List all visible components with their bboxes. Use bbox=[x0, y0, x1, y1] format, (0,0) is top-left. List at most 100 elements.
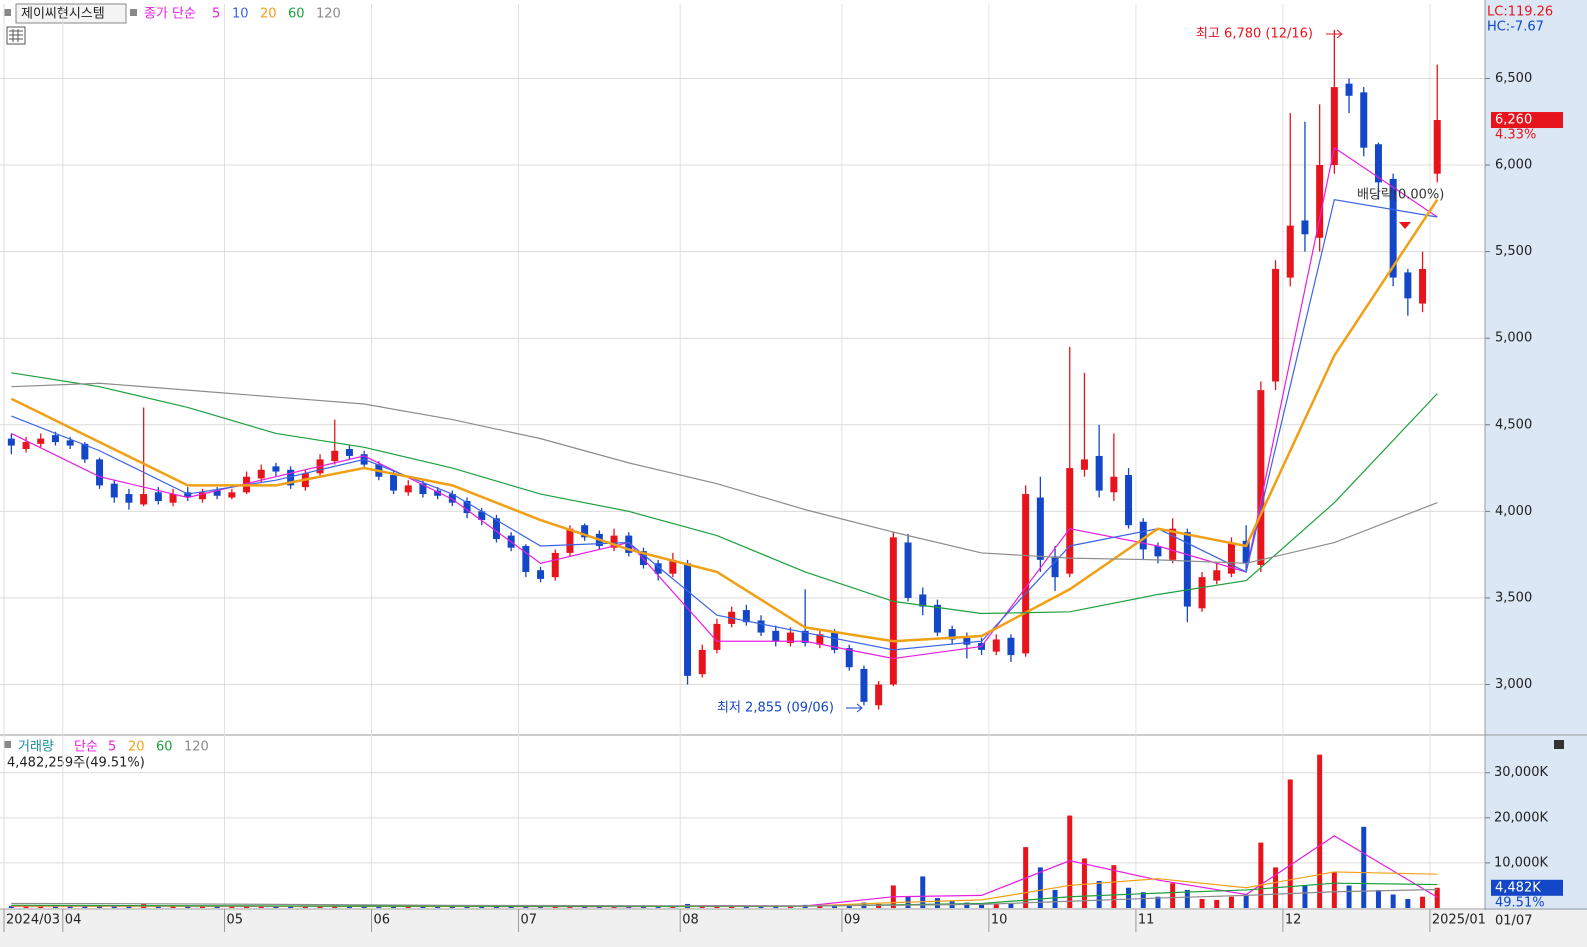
x-tick-label: 05 bbox=[227, 913, 244, 928]
candle-body bbox=[1316, 165, 1324, 238]
x-tick-label: 04 bbox=[65, 913, 82, 928]
icon[interactable] bbox=[4, 9, 11, 16]
legend-entry: 120 bbox=[316, 7, 341, 22]
candle-body bbox=[1125, 474, 1133, 526]
y-tick-label: 10,000K bbox=[1494, 855, 1548, 870]
x-tick-label: 2024/03 bbox=[6, 913, 60, 928]
last-price: 6,260 bbox=[1495, 113, 1532, 128]
volume-bar bbox=[934, 898, 940, 908]
annotation-dividend: 배당락(0.00%) bbox=[1357, 188, 1444, 203]
legend-entry: 20 bbox=[128, 740, 145, 755]
volume-bar bbox=[420, 906, 426, 908]
candle-body bbox=[7, 438, 15, 446]
candle-body bbox=[625, 535, 633, 553]
candle-body bbox=[198, 492, 206, 500]
x-tick-label: 2025/01 bbox=[1432, 913, 1486, 928]
candle-body bbox=[1257, 390, 1265, 566]
candle-body bbox=[1198, 577, 1206, 609]
hc-label: HC:-7.67 bbox=[1487, 20, 1544, 35]
candle-body bbox=[184, 492, 192, 498]
volume-bar bbox=[1096, 880, 1102, 908]
icon[interactable] bbox=[4, 741, 11, 748]
volume-bar bbox=[1287, 779, 1293, 908]
candle-body bbox=[581, 525, 589, 538]
volume-bar bbox=[23, 906, 29, 908]
volume-bar bbox=[1302, 885, 1308, 908]
close-button[interactable] bbox=[1554, 740, 1564, 749]
volume-bar bbox=[1434, 887, 1440, 908]
volume-bar bbox=[214, 906, 220, 908]
candle-body bbox=[492, 518, 500, 540]
candle-body bbox=[669, 559, 677, 574]
candle-body bbox=[169, 494, 177, 503]
volume-bar bbox=[1390, 894, 1396, 908]
volume-bar bbox=[538, 906, 544, 908]
icon[interactable] bbox=[130, 9, 137, 16]
x-tick-label: 09 bbox=[844, 913, 861, 928]
candle-body bbox=[948, 629, 956, 640]
candle-body bbox=[551, 552, 559, 578]
candle-body bbox=[1374, 144, 1382, 183]
volume-bar bbox=[1170, 883, 1176, 908]
volume-bar bbox=[1067, 815, 1073, 908]
candle-body bbox=[1095, 455, 1103, 491]
volume-bar bbox=[67, 906, 73, 908]
candle-body bbox=[742, 610, 750, 623]
volume-bar bbox=[1405, 898, 1411, 908]
candle-body bbox=[51, 435, 59, 443]
y-tick-label: 30,000K bbox=[1494, 765, 1548, 780]
candle-body bbox=[1404, 272, 1412, 299]
volume-bar bbox=[1258, 842, 1264, 908]
candle-body bbox=[1227, 542, 1235, 574]
candle-body bbox=[37, 438, 45, 444]
ma-line bbox=[11, 372, 1438, 615]
volume-bar bbox=[611, 906, 617, 908]
volume-bar bbox=[126, 906, 132, 908]
dividend-marker bbox=[1399, 222, 1411, 229]
volume-bar bbox=[1111, 865, 1117, 908]
volume-bar bbox=[258, 906, 264, 908]
volume-bar bbox=[317, 906, 323, 908]
volume-bar bbox=[493, 906, 499, 908]
volume-bar bbox=[596, 906, 602, 908]
volume-bar bbox=[729, 905, 735, 908]
legend-entry: 120 bbox=[184, 740, 209, 755]
candle-body bbox=[610, 535, 618, 548]
candle-body bbox=[1051, 556, 1059, 578]
x-tick-label: 07 bbox=[521, 913, 538, 928]
arrow bbox=[846, 703, 863, 713]
volume-bar bbox=[52, 906, 58, 908]
candle-body bbox=[1345, 83, 1353, 96]
volume-bar bbox=[449, 906, 455, 908]
y-tick-label: 3,000 bbox=[1495, 677, 1532, 692]
candle-body bbox=[390, 474, 398, 491]
ma-line bbox=[11, 146, 1438, 660]
last-price-box bbox=[1491, 112, 1563, 129]
volume-bar bbox=[1155, 896, 1161, 908]
last-date: 01/07 bbox=[1495, 914, 1532, 929]
legend-entry: 5 bbox=[212, 7, 220, 22]
volume-bar bbox=[8, 906, 14, 908]
candle-body bbox=[213, 490, 221, 496]
candle-body bbox=[331, 450, 339, 462]
name-box[interactable] bbox=[15, 3, 127, 24]
candle-body bbox=[448, 494, 456, 503]
legend-entry: 60 bbox=[156, 740, 173, 755]
volume-bar bbox=[773, 906, 779, 908]
volume-bar bbox=[464, 906, 470, 908]
lc-label: LC:119.26 bbox=[1487, 5, 1553, 20]
candle-body bbox=[434, 490, 442, 496]
candle-body bbox=[1066, 468, 1074, 574]
x-tick-label: 08 bbox=[682, 913, 699, 928]
candle-body bbox=[860, 668, 868, 702]
x-tick-label: 12 bbox=[1285, 913, 1302, 928]
volume-bar bbox=[361, 906, 367, 908]
volume-bar bbox=[273, 906, 279, 908]
volume-bar bbox=[758, 906, 764, 908]
candle-body bbox=[933, 604, 941, 633]
candle-body bbox=[110, 483, 118, 498]
legend-entry: 5 bbox=[108, 740, 116, 755]
volume-bar bbox=[670, 906, 676, 908]
